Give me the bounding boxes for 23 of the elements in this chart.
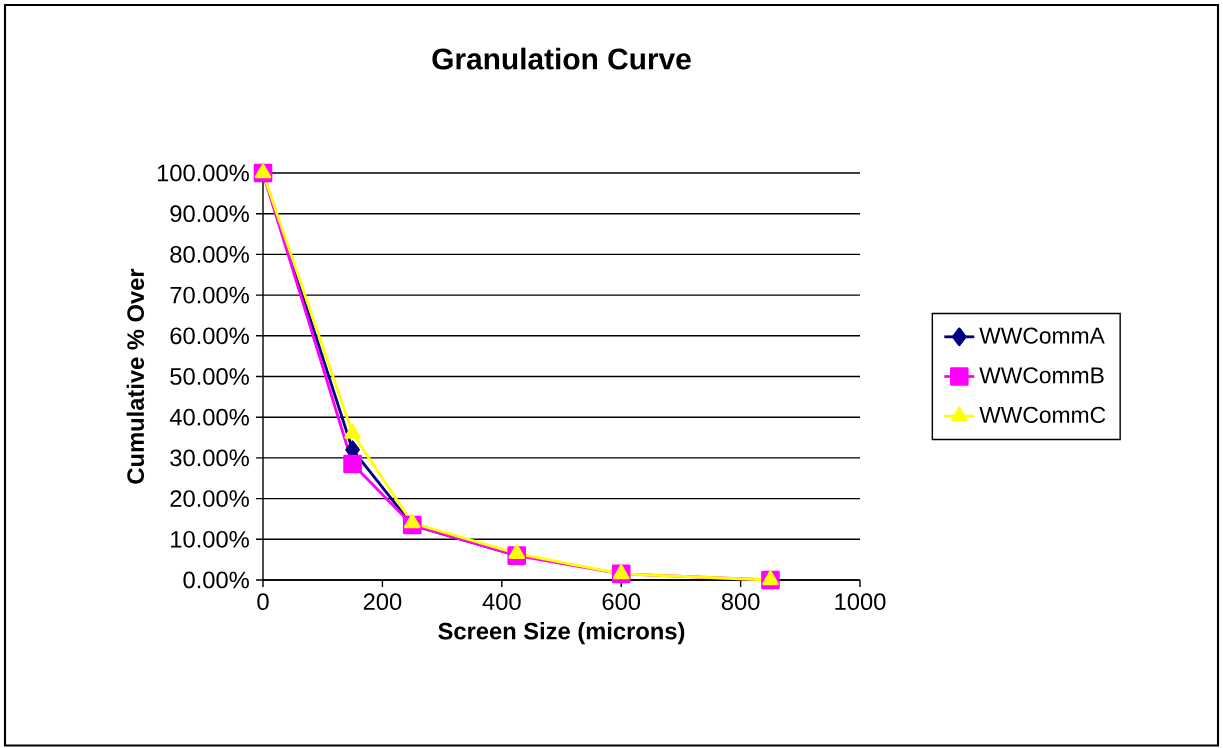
- y-tick-label: 100.00%: [157, 164, 249, 182]
- x-tick-label: 0: [257, 593, 269, 611]
- y-tick-label: 40.00%: [169, 408, 249, 426]
- y-tick-label: 80.00%: [170, 245, 249, 263]
- legend-label: WWCommB: [979, 367, 1104, 384]
- x-tick-label: 1000: [835, 593, 886, 611]
- x-tick-label: 600: [602, 593, 641, 611]
- y-tick-label: 60.00%: [170, 327, 249, 345]
- legend-label: WWCommA: [979, 327, 1105, 344]
- x-tick-label: 200: [363, 593, 402, 611]
- x-axis-title: Screen Size (microns): [438, 622, 685, 645]
- y-tick-label: 90.00%: [170, 205, 249, 223]
- y-tick-label: 20.00%: [170, 490, 249, 507]
- chart-title: Granulation Curve: [432, 47, 691, 70]
- x-tick-label: 400: [482, 593, 521, 611]
- y-axis-title: Cumulative % Over: [126, 268, 145, 484]
- y-tick-label: 50.00%: [170, 368, 249, 385]
- x-tick-label: 800: [721, 593, 760, 611]
- y-tick-label: 70.00%: [170, 286, 249, 304]
- y-tick-label: 0.00%: [183, 571, 249, 589]
- y-tick-label: 10.00%: [171, 530, 249, 548]
- y-tick-label: 30.00%: [170, 449, 249, 467]
- legend-label: WWCommC: [979, 406, 1106, 424]
